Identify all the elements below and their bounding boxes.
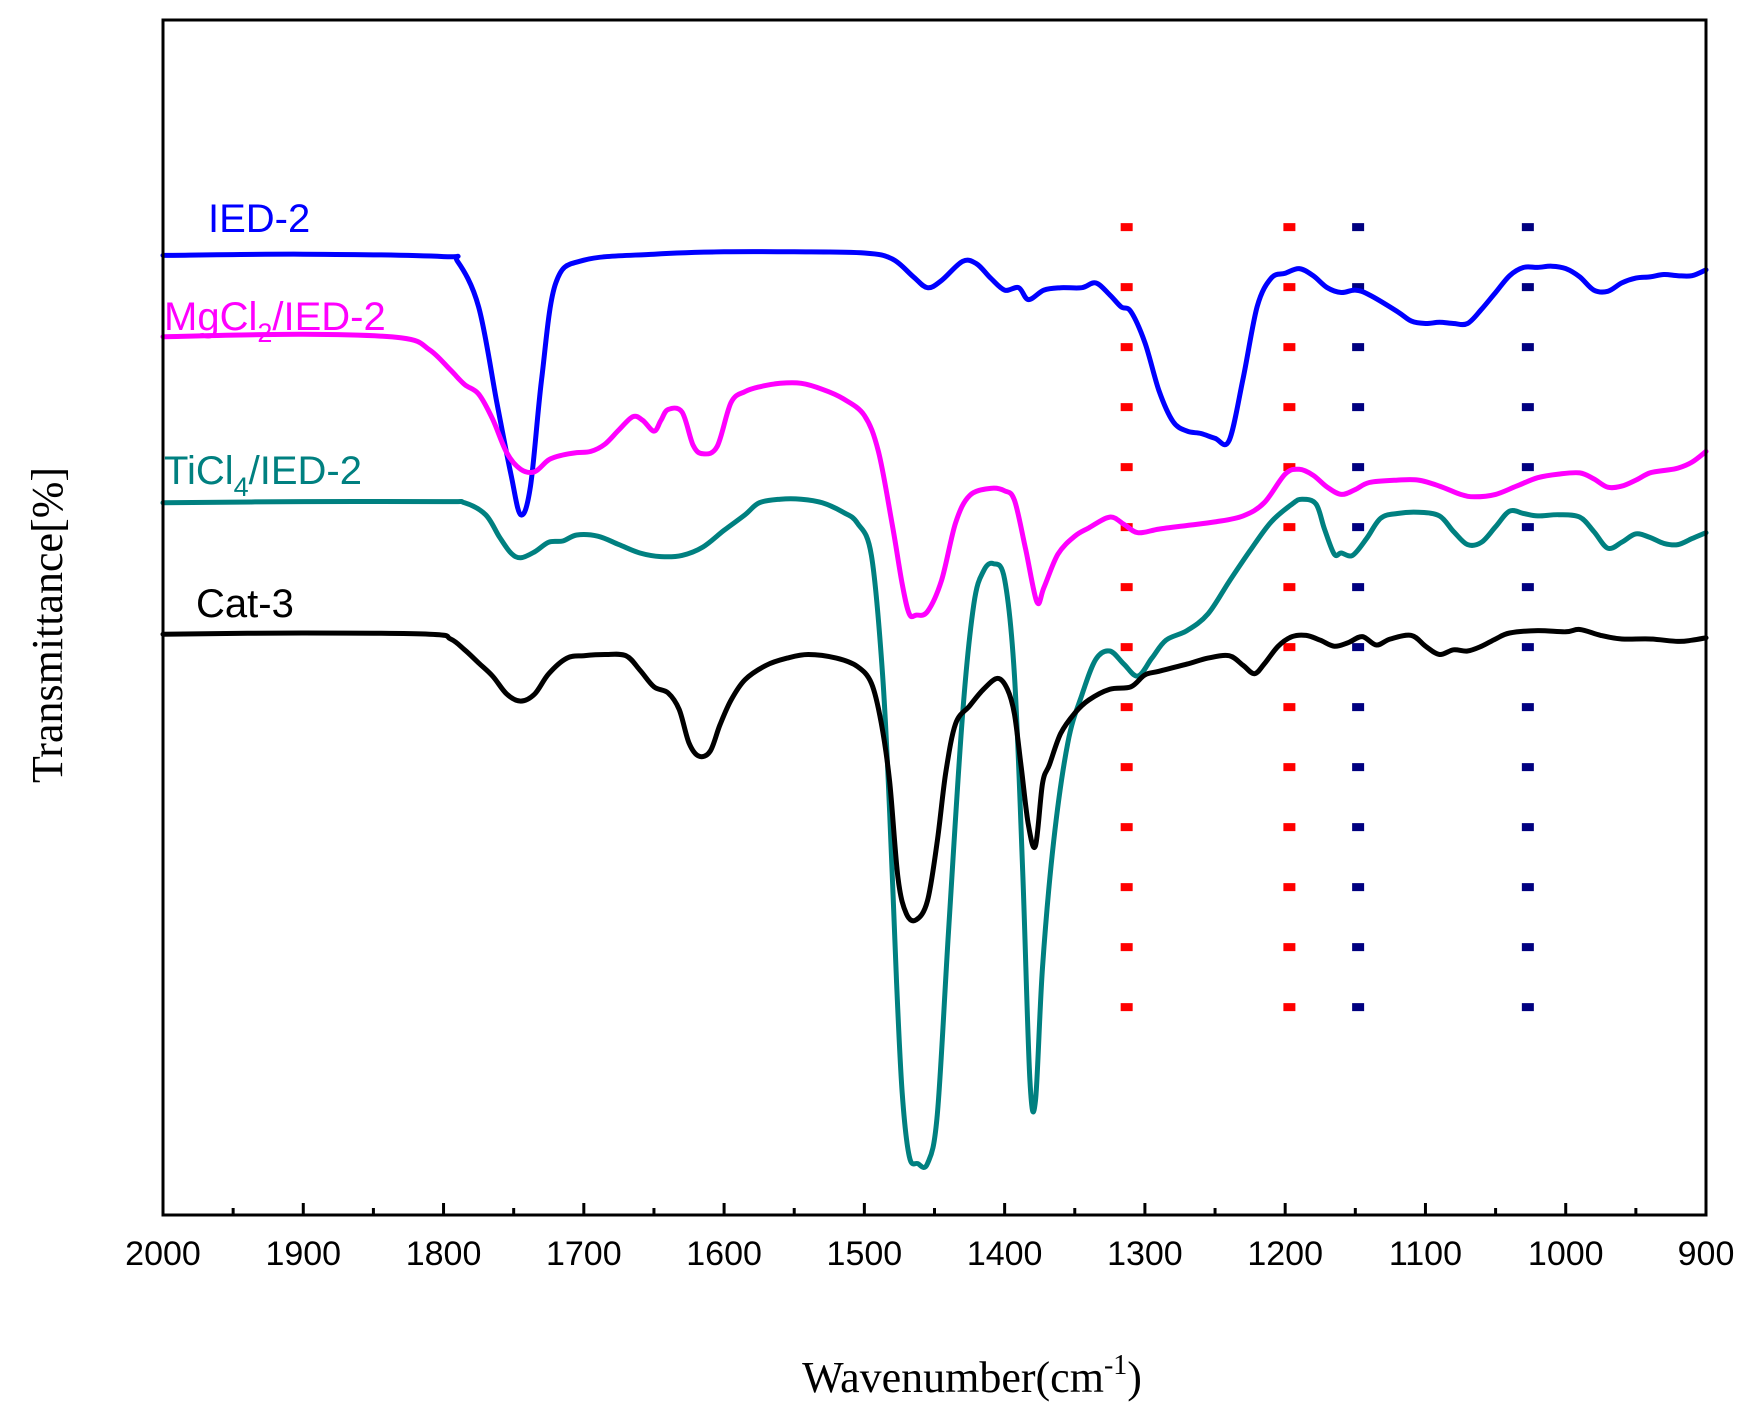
- x-tick-label: 1000: [1528, 1235, 1604, 1273]
- series-labels: IED-2 MgCl2/IED-2 TiCl4/IED-2 Cat-3: [164, 197, 386, 626]
- x-axis-label-text: Wavenumber(cm: [802, 1353, 1104, 1402]
- y-axis-label: Transmittance[%]: [23, 467, 72, 783]
- x-axis-label: Wavenumber(cm-1): [802, 1350, 1142, 1402]
- x-tick-label: 1900: [265, 1235, 341, 1273]
- series-line-ticl4-ied-2: [160, 496, 1709, 1170]
- series-label-cat-3: Cat-3: [196, 582, 294, 626]
- series-layer: [160, 249, 1709, 1170]
- series-label-mgcl2-ied-2: MgCl2/IED-2: [164, 295, 386, 348]
- x-tick-label: 1600: [686, 1235, 762, 1273]
- x-tick-label: 1400: [967, 1235, 1043, 1273]
- x-axis-label-superscript: -1: [1104, 1350, 1127, 1381]
- series-line-ied-2: [160, 249, 1709, 518]
- x-axis-ticks: 2000 1900 1800 1700 1600 1500 1400 1300 1200 1100…: [125, 1203, 1734, 1273]
- x-tick-label: 1800: [406, 1235, 482, 1273]
- x-axis-label-end: ): [1127, 1353, 1142, 1402]
- x-tick-label: 1700: [546, 1235, 622, 1273]
- series-line-mgcl2-ied-2: [160, 331, 1709, 620]
- x-tick-label: 1200: [1247, 1235, 1323, 1273]
- x-tick-label: 1500: [827, 1235, 903, 1273]
- series-label-ticl4-ied-2: TiCl4/IED-2: [164, 449, 362, 502]
- x-tick-label: 2000: [125, 1235, 201, 1273]
- x-tick-label: 1100: [1389, 1235, 1462, 1273]
- series-label-ied-2: IED-2: [208, 197, 310, 241]
- x-tick-label: 1300: [1107, 1235, 1183, 1273]
- x-tick-label: 900: [1678, 1235, 1735, 1273]
- series-line-cat-3: [160, 626, 1709, 924]
